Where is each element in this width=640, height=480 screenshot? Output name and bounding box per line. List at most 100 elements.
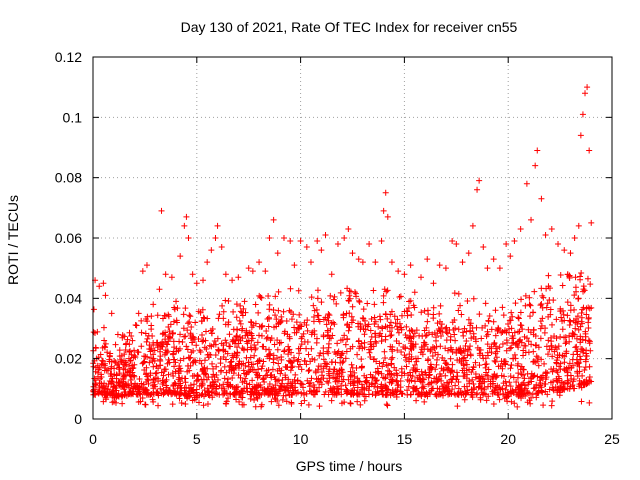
band-point xyxy=(406,369,413,376)
band-point xyxy=(144,387,151,394)
band-point xyxy=(227,343,234,350)
dense-band xyxy=(90,269,595,410)
band-point xyxy=(392,320,399,327)
band-point xyxy=(470,385,477,392)
band-point xyxy=(508,325,515,332)
band-point xyxy=(171,363,178,370)
band-point xyxy=(430,304,437,311)
data-point xyxy=(270,216,277,223)
band-point xyxy=(396,293,403,300)
band-point xyxy=(527,313,534,320)
band-point xyxy=(390,391,397,398)
band-point xyxy=(258,332,265,339)
band-point xyxy=(248,337,255,344)
band-point xyxy=(521,375,528,382)
data-point xyxy=(245,265,252,272)
band-point xyxy=(544,370,551,377)
band-point xyxy=(361,397,368,404)
band-point xyxy=(274,337,281,344)
band-point xyxy=(304,327,311,334)
band-point xyxy=(574,348,581,355)
band-point xyxy=(271,324,278,331)
band-point xyxy=(295,345,302,352)
band-point xyxy=(276,365,283,372)
band-point xyxy=(422,391,429,398)
band-point xyxy=(242,375,249,382)
band-point xyxy=(347,288,354,295)
band-point xyxy=(339,378,346,385)
band-point xyxy=(154,344,161,351)
data-point xyxy=(503,241,510,248)
band-point xyxy=(203,345,210,352)
band-point xyxy=(170,338,177,345)
band-point xyxy=(165,324,172,331)
band-point xyxy=(199,381,206,388)
band-point xyxy=(398,365,405,372)
band-point xyxy=(231,366,238,373)
band-point xyxy=(391,313,398,320)
band-point xyxy=(502,391,509,398)
band-point xyxy=(108,363,115,370)
band-point xyxy=(415,355,422,362)
band-point xyxy=(374,365,381,372)
band-point xyxy=(349,364,356,371)
band-point xyxy=(186,319,193,326)
band-point xyxy=(335,389,342,396)
band-point xyxy=(522,292,529,299)
band-point xyxy=(452,391,459,398)
band-point xyxy=(539,315,546,322)
band-point xyxy=(513,379,520,386)
band-point xyxy=(466,346,473,353)
band-point xyxy=(139,395,146,402)
band-point xyxy=(199,368,206,375)
band-point xyxy=(482,322,489,329)
band-point xyxy=(534,390,541,397)
band-point xyxy=(558,387,565,394)
band-point xyxy=(500,358,507,365)
band-point xyxy=(412,341,419,348)
band-point xyxy=(172,368,179,375)
band-point xyxy=(233,301,240,308)
band-point xyxy=(549,321,556,328)
band-point xyxy=(515,315,522,322)
data-point xyxy=(436,262,443,269)
band-point xyxy=(294,389,301,396)
band-point xyxy=(531,385,538,392)
band-point xyxy=(301,397,308,404)
band-point xyxy=(515,328,522,335)
band-point xyxy=(563,365,570,372)
band-point xyxy=(376,313,383,320)
band-point xyxy=(572,344,579,351)
data-point xyxy=(453,241,460,248)
band-point xyxy=(226,331,233,338)
band-point xyxy=(557,307,564,314)
band-point xyxy=(119,400,126,407)
band-point xyxy=(531,288,538,295)
band-point xyxy=(473,324,480,331)
band-point xyxy=(461,325,468,332)
band-point xyxy=(388,331,395,338)
data-point xyxy=(133,322,140,329)
band-point xyxy=(457,345,464,352)
band-point xyxy=(512,300,519,307)
band-point xyxy=(537,379,544,386)
band-point xyxy=(246,381,253,388)
band-point xyxy=(327,335,334,342)
band-point xyxy=(341,399,348,406)
band-point xyxy=(462,348,469,355)
band-point xyxy=(239,335,246,342)
band-point xyxy=(387,343,394,350)
band-point xyxy=(388,361,395,368)
band-point xyxy=(308,345,315,352)
band-point xyxy=(267,337,274,344)
band-point xyxy=(304,317,311,324)
data-point xyxy=(430,280,437,287)
band-point xyxy=(211,337,218,344)
data-point xyxy=(143,262,150,269)
band-point xyxy=(508,398,515,405)
band-point xyxy=(150,363,157,370)
band-point xyxy=(293,319,300,326)
band-point xyxy=(517,309,524,316)
band-point xyxy=(574,321,581,328)
band-point xyxy=(492,358,499,365)
